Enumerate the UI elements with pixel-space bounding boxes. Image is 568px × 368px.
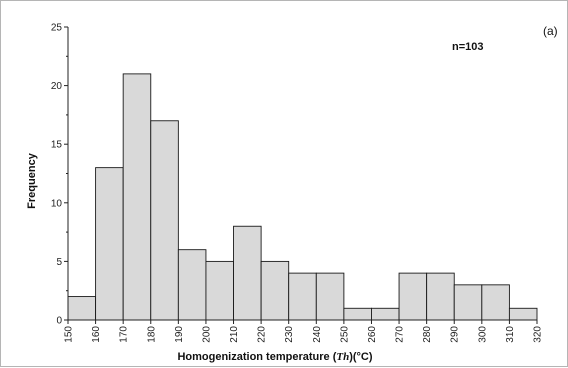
histogram-bar-260-270: [371, 307, 400, 321]
x-tick-label-160: 160: [91, 326, 102, 343]
y-tick-label-15: 15: [51, 140, 63, 151]
x-tick-label-150: 150: [64, 326, 75, 343]
panel-label: (a): [543, 24, 558, 38]
y-tick-label-25: 25: [51, 23, 63, 34]
y-tick-label-20: 20: [51, 81, 63, 92]
histogram-bar-200-210: [205, 260, 234, 321]
x-axis-title-suffix: )(°C): [349, 351, 373, 363]
x-tick-label-180: 180: [146, 326, 157, 343]
x-tick-label-170: 170: [119, 326, 130, 343]
histogram-bar-170-180: [122, 73, 152, 321]
histogram-bar-210-220: [233, 225, 262, 321]
x-tick-label-190: 190: [174, 326, 185, 343]
x-tick-label-210: 210: [229, 326, 240, 343]
histogram-bar-300-310: [481, 284, 510, 321]
x-tick-label-250: 250: [339, 326, 350, 343]
y-tick-label-0: 0: [56, 316, 62, 327]
y-axis-title: Frequency: [26, 152, 38, 209]
x-tick-label-220: 220: [257, 326, 268, 343]
x-tick-label-240: 240: [312, 326, 323, 343]
x-tick-label-270: 270: [395, 326, 406, 343]
histogram-bar-250-260: [343, 307, 372, 321]
x-axis-title-prefix: Homogenization temperature (: [177, 351, 336, 363]
histogram-bar-220-230: [260, 260, 290, 321]
histogram-bar-160-170: [95, 167, 124, 321]
x-tick-label-290: 290: [450, 326, 461, 343]
x-tick-label-320: 320: [533, 326, 544, 343]
histogram-bar-280-290: [426, 272, 455, 321]
y-tick-label-5: 5: [56, 257, 62, 268]
histogram-bar-290-300: [453, 284, 483, 321]
histogram-bar-240-250: [315, 272, 345, 321]
x-axis-title-symbol: Th: [336, 351, 349, 363]
x-tick-label-200: 200: [201, 326, 212, 343]
tick-labels: 0 5 10 15 20 25 150 160 170 180 190 200 210 220 230 240…: [51, 23, 544, 343]
histogram-bars: [67, 73, 538, 321]
x-axis-title: Homogenization temperature (Th)(°C): [177, 351, 372, 363]
tick-marks: [64, 26, 538, 324]
histogram-bar-230-240: [288, 272, 317, 321]
histogram-bar-190-200: [177, 249, 207, 321]
x-tick-label-280: 280: [422, 326, 433, 343]
x-tick-label-300: 300: [477, 326, 488, 343]
x-tick-label-230: 230: [284, 326, 295, 343]
y-tick-label-10: 10: [51, 198, 63, 209]
x-tick-label-260: 260: [367, 326, 378, 343]
histogram-bar-310-320: [508, 307, 538, 321]
histogram-bar-270-280: [398, 272, 428, 321]
sample-size-annotation: n=103: [452, 41, 484, 53]
histogram-bar-150-160: [67, 296, 97, 321]
histogram-bar-180-190: [150, 120, 179, 321]
x-tick-label-310: 310: [505, 326, 516, 343]
